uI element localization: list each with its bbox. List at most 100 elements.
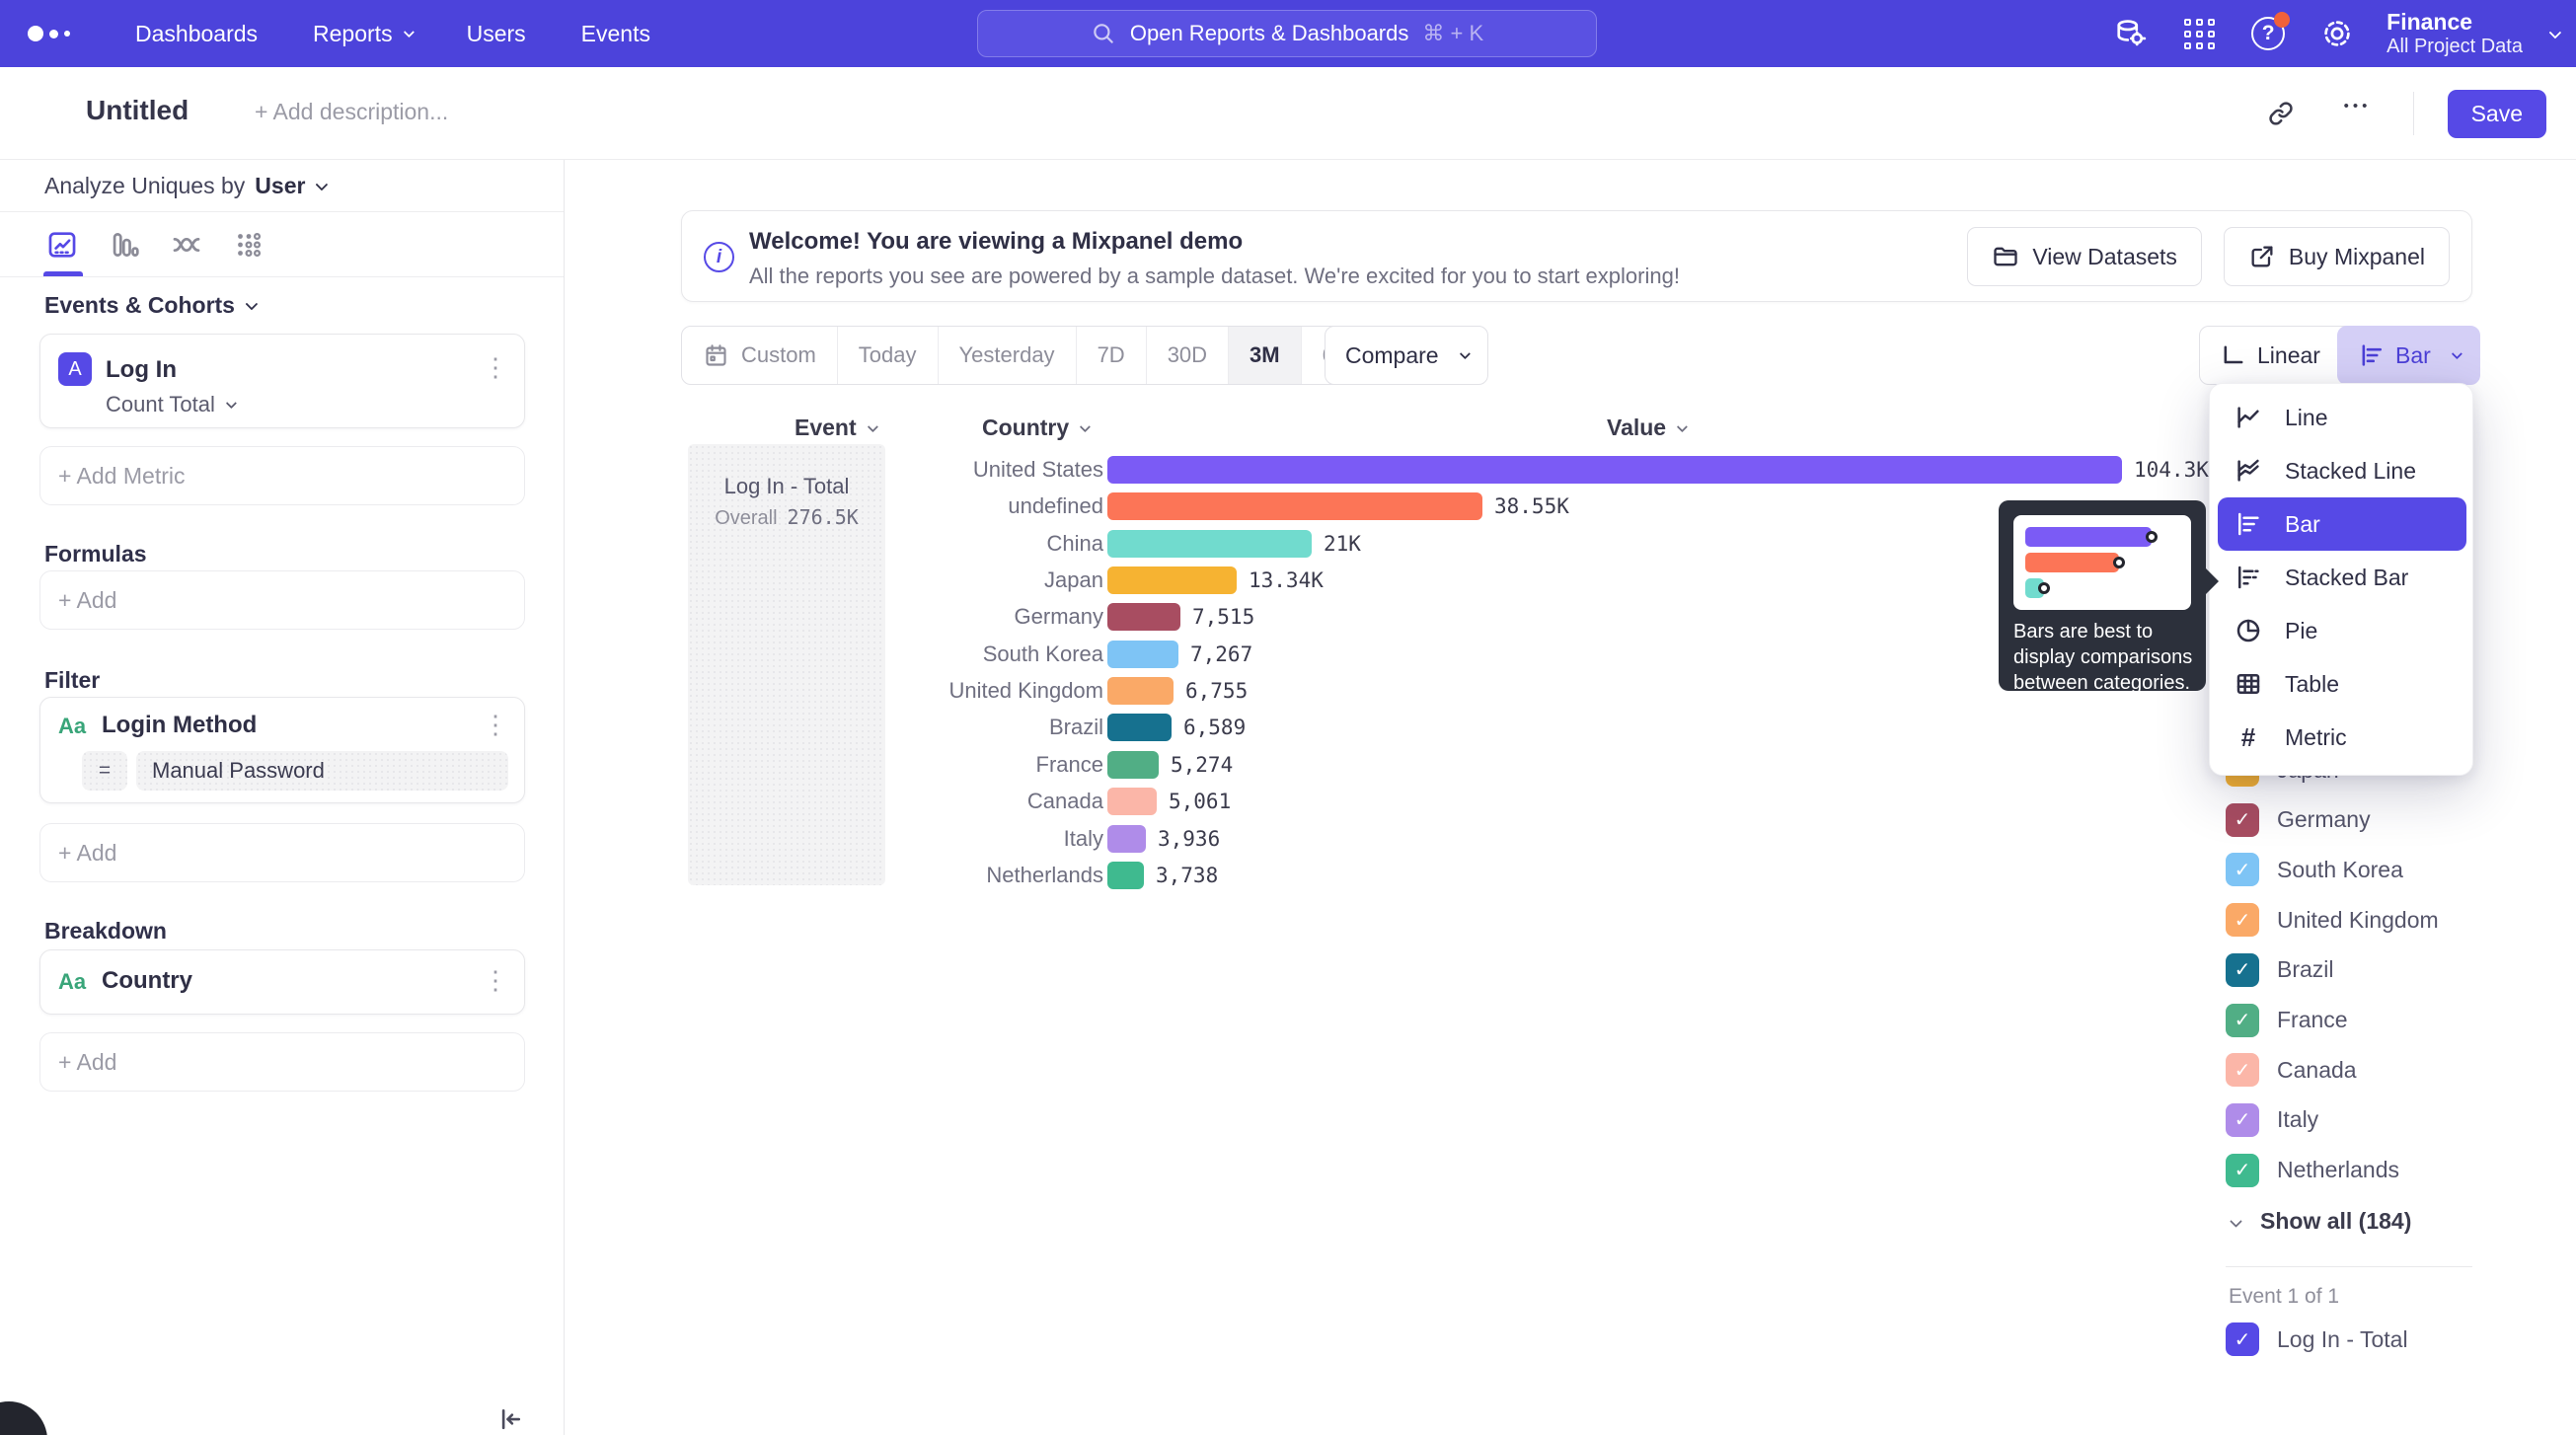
date-range-today[interactable]: Today	[838, 327, 939, 384]
tab-flows[interactable]	[169, 227, 204, 263]
menu-item-stacked-bar[interactable]: Stacked Bar	[2218, 551, 2466, 604]
kebab-menu-icon[interactable]: ⋮	[483, 710, 508, 739]
metric-name[interactable]: Log In	[106, 356, 177, 383]
table-icon	[2232, 667, 2265, 701]
metric-aggregation-dropdown[interactable]: Count Total	[106, 392, 237, 417]
breakdown-property-name[interactable]: Country	[102, 967, 192, 994]
legend-checkbox[interactable]: ✓	[2226, 853, 2259, 887]
bar-category-label: undefined	[1008, 493, 1103, 519]
analyze-value-dropdown[interactable]: User	[255, 172, 306, 198]
bar-segment[interactable]	[1107, 677, 1174, 706]
bar-segment[interactable]	[1107, 456, 2122, 484]
external-link-icon	[2251, 246, 2273, 267]
search-shortcut: ⌘ + K	[1422, 21, 1484, 45]
add-filter-button[interactable]: + Add	[39, 823, 525, 882]
filter-operator-chip[interactable]: =	[82, 751, 127, 791]
pie-icon	[2232, 614, 2265, 647]
bar-row-italy: Italy 3,936	[566, 821, 2576, 858]
save-button[interactable]: Save	[2447, 89, 2546, 138]
report-type-tabs	[0, 212, 564, 277]
menu-item-pie[interactable]: Pie	[2218, 604, 2466, 657]
legend-label: France	[2277, 1007, 2348, 1032]
column-header-event[interactable]: Event	[795, 415, 878, 441]
tab-insights[interactable]	[44, 227, 80, 263]
bar-segment[interactable]	[1107, 566, 1237, 595]
bar-segment[interactable]	[1107, 788, 1157, 816]
settings-gear-icon[interactable]	[2317, 14, 2357, 53]
legend-checkbox[interactable]: ✓	[2226, 802, 2259, 837]
bar-category-label: Brazil	[1048, 715, 1103, 740]
legend-checkbox[interactable]: ✓	[2226, 903, 2259, 938]
tooltip-preview-point	[2146, 531, 2158, 543]
date-range-custom[interactable]: Custom	[682, 327, 838, 384]
column-header-value[interactable]: Value	[1607, 415, 1689, 441]
legend-checkbox[interactable]: ✓	[2226, 1153, 2259, 1187]
series-checkbox[interactable]: ✓	[2226, 1322, 2259, 1356]
date-range-30d[interactable]: 30D	[1147, 327, 1230, 384]
filter-value-field[interactable]: Manual Password	[136, 751, 508, 791]
nav-item-reports[interactable]: Reports	[313, 21, 415, 47]
date-range-7d[interactable]: 7D	[1077, 327, 1147, 384]
legend-label: Italy	[2277, 1106, 2319, 1133]
bar-segment[interactable]	[1107, 492, 1482, 521]
add-metric-button[interactable]: + Add Metric	[39, 446, 525, 505]
global-search-input[interactable]: Open Reports & Dashboards ⌘ + K	[977, 10, 1597, 57]
bar-segment[interactable]	[1107, 640, 1178, 668]
breakdown-card-country[interactable]: Aa Country ⋮	[39, 949, 525, 1015]
metric-card-log-in[interactable]: A Log In ⋮ Count Total	[39, 334, 525, 428]
bar-value-label: 6,589	[1183, 716, 1247, 740]
view-datasets-button[interactable]: View Datasets	[1967, 227, 2202, 286]
more-options-icon[interactable]: •••	[2343, 98, 2372, 114]
legend-checkbox[interactable]: ✓	[2226, 952, 2259, 987]
nav-item-users[interactable]: Users	[466, 20, 526, 46]
menu-item-line[interactable]: Line	[2218, 391, 2466, 444]
tab-funnels[interactable]	[107, 227, 142, 263]
stacked-bar-icon	[2232, 561, 2265, 594]
column-header-country[interactable]: Country	[982, 415, 1092, 441]
bar-segment[interactable]	[1107, 714, 1172, 742]
bar-segment[interactable]	[1107, 861, 1144, 889]
active-tab-underline	[43, 271, 83, 276]
menu-item-table[interactable]: Table	[2218, 657, 2466, 711]
tab-retention[interactable]	[231, 227, 266, 263]
collapse-sidebar-icon[interactable]	[491, 1399, 530, 1435]
nav-item-dashboards[interactable]: Dashboards	[135, 20, 259, 46]
date-range-3m[interactable]: 3M	[1229, 327, 1302, 384]
report-description-placeholder[interactable]: + Add description...	[255, 99, 449, 124]
menu-item-label: Bar	[2285, 510, 2320, 537]
kebab-menu-icon[interactable]: ⋮	[483, 352, 508, 382]
show-all-toggle[interactable]: Show all (184)	[2230, 1208, 2411, 1235]
data-management-icon[interactable]	[2110, 14, 2150, 53]
compare-button[interactable]: Compare	[1325, 326, 1488, 385]
mixpanel-logo-icon[interactable]	[28, 26, 70, 41]
bar-segment[interactable]	[1107, 824, 1146, 853]
help-icon[interactable]: ?	[2248, 12, 2291, 53]
apps-grid-icon[interactable]	[2179, 14, 2219, 53]
bar-segment[interactable]	[1107, 603, 1180, 632]
buy-mixpanel-button[interactable]: Buy Mixpanel	[2223, 227, 2450, 286]
menu-item-stacked-line[interactable]: Stacked Line	[2218, 444, 2466, 497]
menu-item-metric[interactable]: # Metric	[2218, 711, 2466, 764]
legend-checkbox[interactable]: ✓	[2226, 1003, 2259, 1037]
series-label: Log In - Total	[2277, 1325, 2408, 1352]
add-breakdown-button[interactable]: + Add	[39, 1032, 525, 1092]
filter-property-name[interactable]: Login Method	[102, 712, 258, 738]
add-formula-button[interactable]: + Add	[39, 570, 525, 630]
filter-card-login-method[interactable]: Aa Login Method ⋮ = Manual Password	[39, 697, 525, 803]
kebab-menu-icon[interactable]: ⋮	[483, 965, 508, 995]
bar-segment[interactable]	[1107, 750, 1159, 779]
menu-item-bar[interactable]: Bar	[2218, 497, 2466, 551]
events-cohorts-heading[interactable]: Events & Cohorts	[44, 292, 259, 319]
bar-row-south-korea: South Korea 7,267	[566, 637, 2576, 673]
date-range-yesterday[interactable]: Yesterday	[939, 327, 1077, 384]
copy-link-icon[interactable]	[2259, 92, 2303, 135]
legend-checkbox[interactable]: ✓	[2226, 1102, 2259, 1137]
chart-type-button[interactable]: Bar	[2337, 326, 2480, 385]
bar-segment[interactable]	[1107, 529, 1312, 558]
legend-checkbox[interactable]: ✓	[2226, 1053, 2259, 1088]
project-selector[interactable]: Finance All Project Data	[2387, 9, 2562, 59]
nav-item-events[interactable]: Events	[580, 20, 650, 46]
event-panel[interactable]: Log In - Total Overall 276.5K	[688, 444, 885, 885]
report-title[interactable]: Untitled	[86, 95, 189, 125]
bar-value-label: 13.34K	[1249, 568, 1324, 593]
